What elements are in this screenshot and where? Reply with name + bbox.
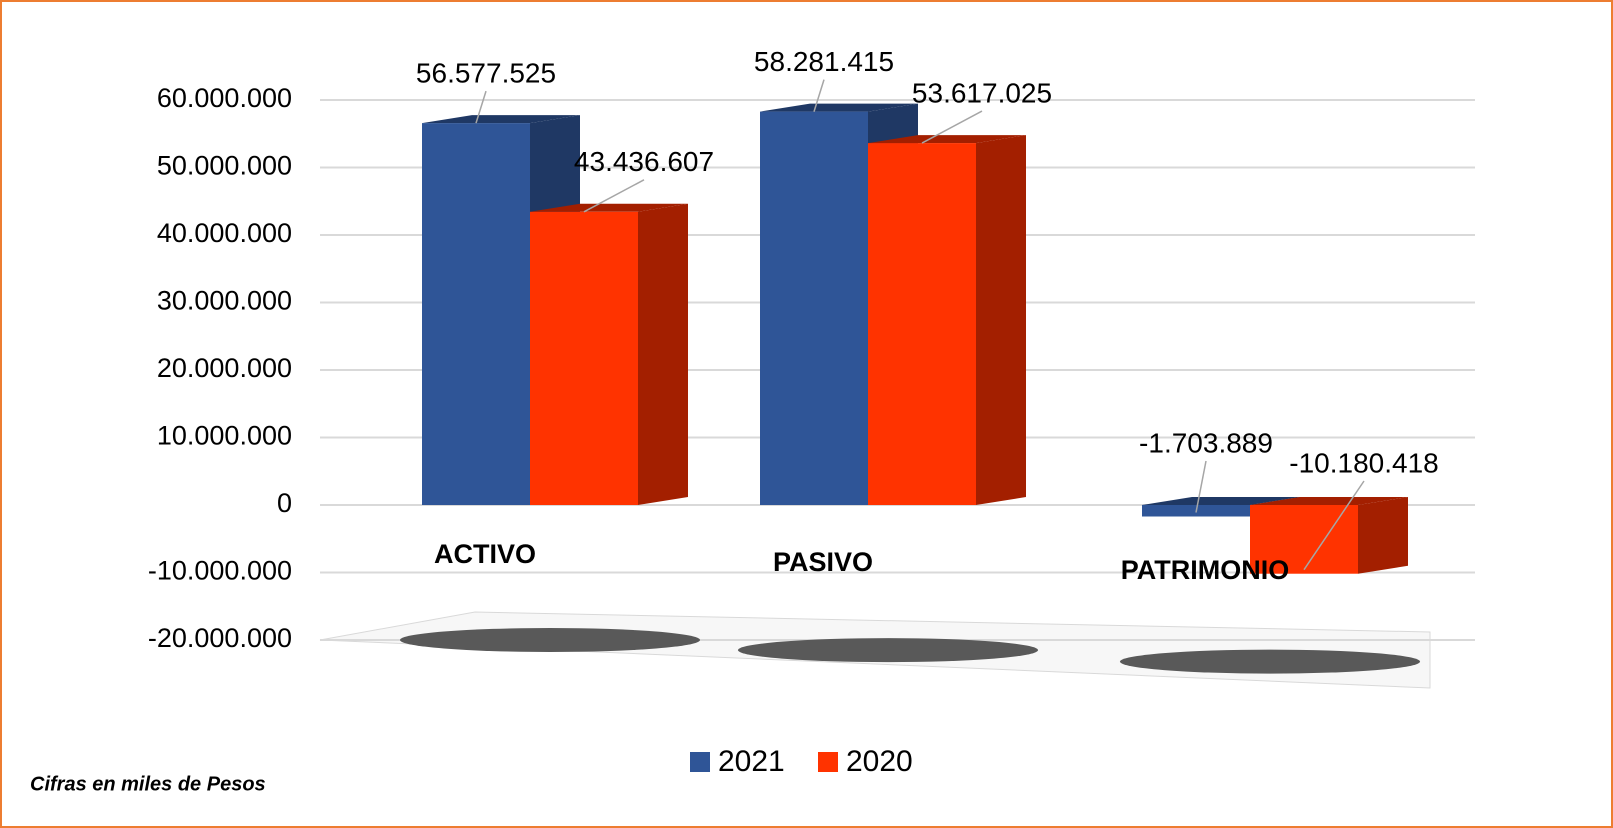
bar bbox=[868, 143, 976, 505]
x-tick-label: PASIVO bbox=[773, 547, 873, 577]
label-leader bbox=[1303, 480, 1365, 571]
legend-label: 2020 bbox=[846, 745, 913, 778]
y-tick-label: 20.000.000 bbox=[157, 353, 292, 383]
label-leader bbox=[1195, 460, 1207, 513]
y-tick-label: 30.000.000 bbox=[157, 286, 292, 316]
y-tick-label: -10.000.000 bbox=[148, 556, 292, 586]
bar bbox=[530, 211, 638, 505]
label-leader bbox=[813, 79, 825, 112]
bar-shadow bbox=[400, 628, 700, 652]
y-tick-label: 40.000.000 bbox=[157, 218, 292, 248]
value-label: -1.703.889 bbox=[1139, 427, 1273, 458]
y-tick-label: -20.000.000 bbox=[148, 623, 292, 653]
bar-side bbox=[638, 203, 688, 505]
label-leader bbox=[921, 110, 983, 144]
bar-shadow bbox=[738, 638, 1038, 663]
legend-swatch bbox=[690, 752, 710, 772]
plot-area: 60.000.000 50.000.000 40.000.000 30.000.000… bbox=[148, 46, 1475, 674]
bar-side bbox=[976, 135, 1026, 505]
x-tick-label: PATRIMONIO bbox=[1121, 555, 1290, 585]
bar-top bbox=[760, 103, 918, 112]
value-label: 56.577.525 bbox=[416, 57, 556, 88]
y-tick-label: 60.000.000 bbox=[157, 83, 292, 113]
bar-top bbox=[530, 203, 688, 212]
bar bbox=[760, 111, 868, 505]
shadows bbox=[400, 628, 1420, 674]
bar-top bbox=[1250, 497, 1408, 505]
bar-top bbox=[868, 135, 1026, 144]
value-label: 53.617.025 bbox=[912, 77, 1052, 108]
bar-shadow bbox=[1120, 649, 1420, 674]
value-label: 58.281.415 bbox=[754, 46, 894, 77]
y-tick-label: 50.000.000 bbox=[157, 151, 292, 181]
legend-swatch bbox=[818, 752, 838, 772]
bar bbox=[422, 123, 530, 505]
legend-label: 2021 bbox=[718, 745, 785, 778]
bar-top bbox=[1142, 497, 1300, 505]
bar-top bbox=[422, 115, 580, 124]
y-tick-label: 0 bbox=[277, 488, 292, 518]
y-tick-label: 10.000.000 bbox=[157, 421, 292, 451]
label-leader bbox=[583, 179, 645, 213]
note: Cifras en miles de Pesos bbox=[30, 773, 266, 795]
value-label: 43.436.607 bbox=[574, 146, 714, 177]
bar-side bbox=[1358, 497, 1408, 574]
x-tick-label: ACTIVO bbox=[434, 539, 536, 569]
label-leader bbox=[475, 90, 487, 124]
value-label: -10.180.418 bbox=[1289, 447, 1438, 478]
